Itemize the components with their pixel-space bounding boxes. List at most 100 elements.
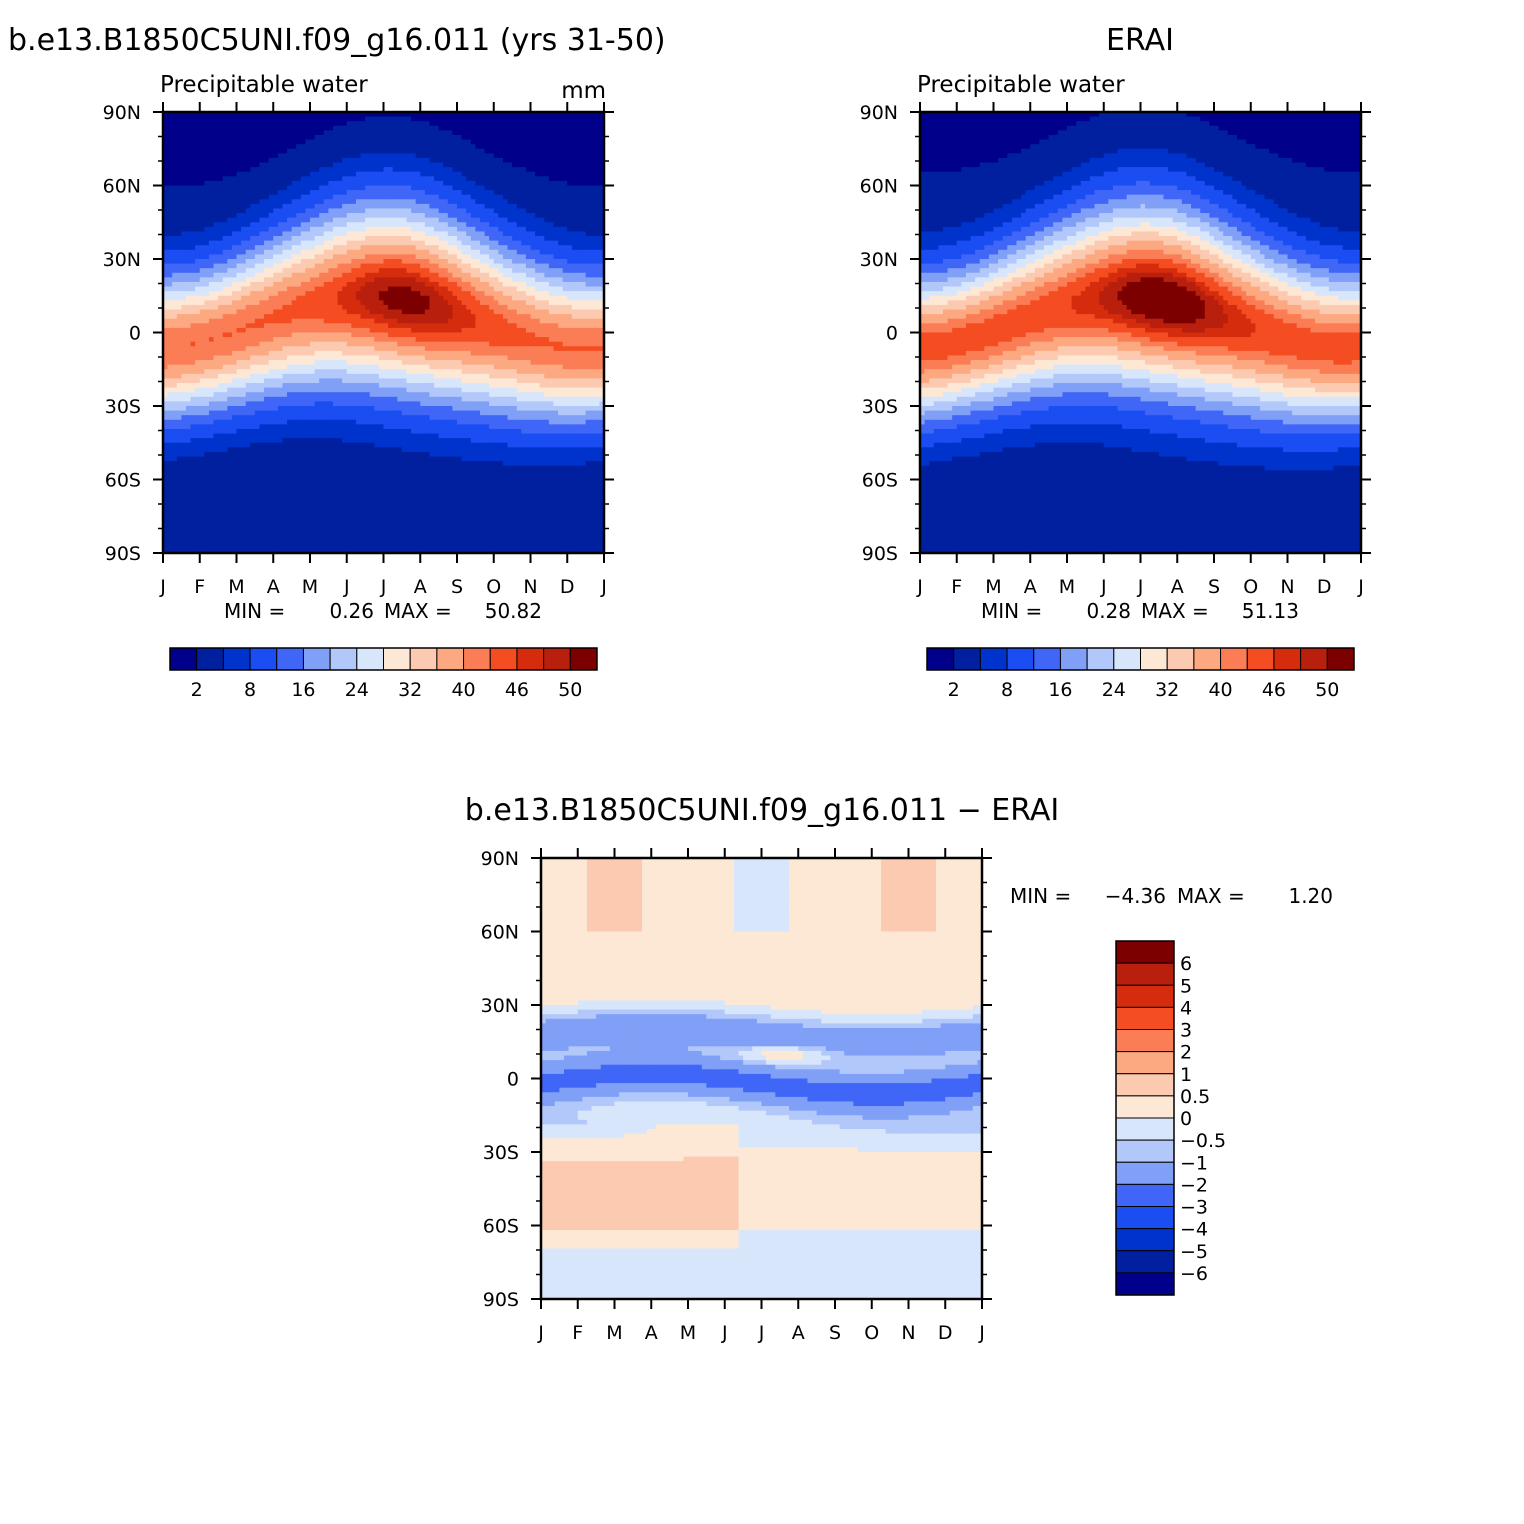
field-cell: [544, 116, 550, 122]
field-cell: [447, 286, 453, 292]
field-cell: [332, 346, 339, 352]
field-cell: [411, 217, 417, 223]
field-cell: [268, 213, 274, 219]
field-cell: [287, 245, 293, 251]
field-cell: [346, 337, 352, 343]
field-cell: [213, 199, 219, 205]
field-cell: [567, 231, 573, 237]
field-cell: [231, 134, 238, 141]
field-cell: [273, 272, 279, 278]
field-cell: [383, 208, 389, 214]
field-cell: [401, 226, 408, 233]
field-cell: [590, 217, 596, 223]
field-cell: [319, 121, 325, 127]
field-cell: [434, 245, 440, 251]
field-cell: [562, 148, 568, 154]
field-cell: [484, 153, 490, 159]
field-cell: [516, 213, 522, 219]
field-cell: [452, 281, 458, 288]
field-cell: [489, 249, 495, 255]
field-cell: [369, 194, 375, 200]
field-cell: [172, 162, 178, 168]
field-cell: [475, 240, 481, 246]
field-cell: [374, 346, 380, 352]
field-cell: [218, 144, 224, 150]
field-cell: [300, 337, 306, 343]
field-cell: [374, 300, 380, 306]
field-cell: [273, 263, 279, 269]
field-cell: [443, 277, 449, 283]
field-cell: [447, 162, 453, 168]
field-cell: [411, 314, 417, 320]
field-cell: [535, 318, 541, 324]
field-cell: [397, 185, 403, 191]
field-cell: [475, 130, 481, 136]
field-cell: [305, 268, 311, 274]
field-cell: [576, 217, 582, 223]
field-cell: [434, 125, 440, 131]
field-cell: [530, 286, 536, 292]
field-cell: [254, 272, 261, 278]
field-cell: [576, 240, 582, 246]
field-cell: [300, 286, 306, 292]
field-cell: [282, 286, 288, 292]
field-cell: [222, 263, 228, 269]
field-cell: [199, 259, 205, 265]
field-cell: [163, 286, 169, 292]
field-cell: [397, 130, 403, 136]
field-cell: [392, 254, 398, 260]
field-cell: [502, 249, 509, 255]
field-cell: [438, 153, 444, 159]
field-cell: [429, 281, 435, 288]
field-cell: [236, 199, 242, 205]
field-cell: [411, 300, 417, 306]
field-cell: [245, 194, 251, 200]
field-cell: [558, 203, 564, 210]
field-cell: [310, 323, 316, 329]
field-cell: [374, 157, 380, 164]
field-cell: [567, 148, 573, 154]
field-cell: [337, 341, 343, 347]
field-cell: [282, 231, 288, 237]
field-cell: [181, 341, 187, 347]
field-cell: [411, 148, 417, 154]
field-cell: [429, 295, 435, 301]
field-cell: [383, 222, 389, 228]
field-cell: [208, 226, 215, 233]
field-cell: [277, 309, 284, 315]
field-cell: [452, 208, 458, 214]
field-cell: [558, 134, 564, 141]
field-cell: [231, 337, 238, 343]
field-cell: [199, 171, 205, 177]
field-cell: [401, 300, 408, 306]
field-cell: [195, 291, 201, 297]
field-cell: [195, 337, 201, 343]
field-cell: [236, 222, 242, 228]
field-cell: [241, 240, 247, 246]
field-cell: [195, 327, 201, 334]
field-cell: [346, 203, 352, 210]
field-cell: [213, 208, 219, 214]
field-cell: [167, 148, 173, 154]
field-cell: [484, 281, 490, 288]
field-cell: [571, 240, 578, 246]
field-cell: [222, 121, 228, 127]
field-cell: [489, 332, 495, 338]
field-cell: [287, 332, 293, 338]
field-cell: [222, 341, 228, 347]
field-cell: [383, 194, 389, 200]
field-cell: [429, 213, 435, 219]
field-cell: [374, 180, 380, 187]
field-cell: [434, 180, 440, 187]
field-cell: [323, 203, 329, 210]
field-cell: [254, 309, 261, 315]
field-cell: [323, 323, 329, 329]
field-cell: [282, 327, 288, 334]
field-cell: [512, 171, 518, 177]
field-cell: [525, 337, 532, 343]
field-cell: [461, 153, 467, 159]
field-cell: [208, 332, 215, 338]
field-cell: [282, 332, 288, 338]
field-cell: [342, 268, 348, 274]
field-cell: [181, 268, 187, 274]
